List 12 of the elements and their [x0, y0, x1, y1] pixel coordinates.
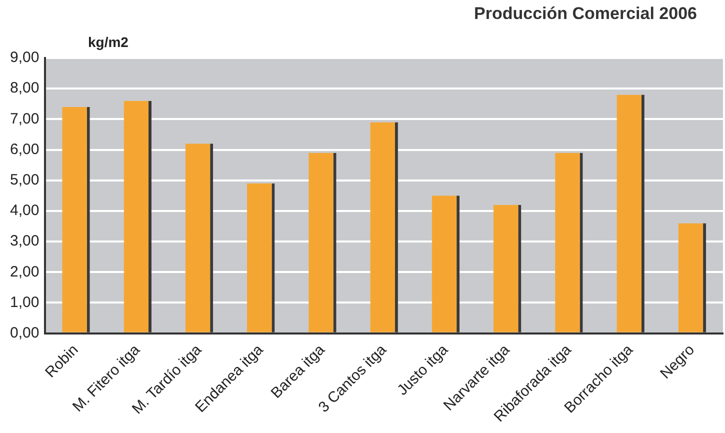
y-tick-label: 5,00 — [10, 172, 40, 189]
y-tick-label: 9,00 — [10, 49, 40, 66]
y-axis-title: kg/m2 — [88, 34, 128, 50]
y-tick-label: 4,00 — [10, 202, 40, 220]
y-tick-label: 3,00 — [10, 232, 40, 250]
y-tick-label: 2,00 — [10, 263, 40, 280]
y-tick-label: 7,00 — [10, 110, 40, 128]
chart-title: Producción Comercial 2006 — [474, 4, 697, 24]
y-tick-label: 8,00 — [10, 80, 40, 97]
y-tick-label: 0,00 — [10, 324, 40, 342]
y-tick-label: 6,00 — [10, 140, 40, 158]
y-tick-label: 1,00 — [10, 294, 40, 311]
